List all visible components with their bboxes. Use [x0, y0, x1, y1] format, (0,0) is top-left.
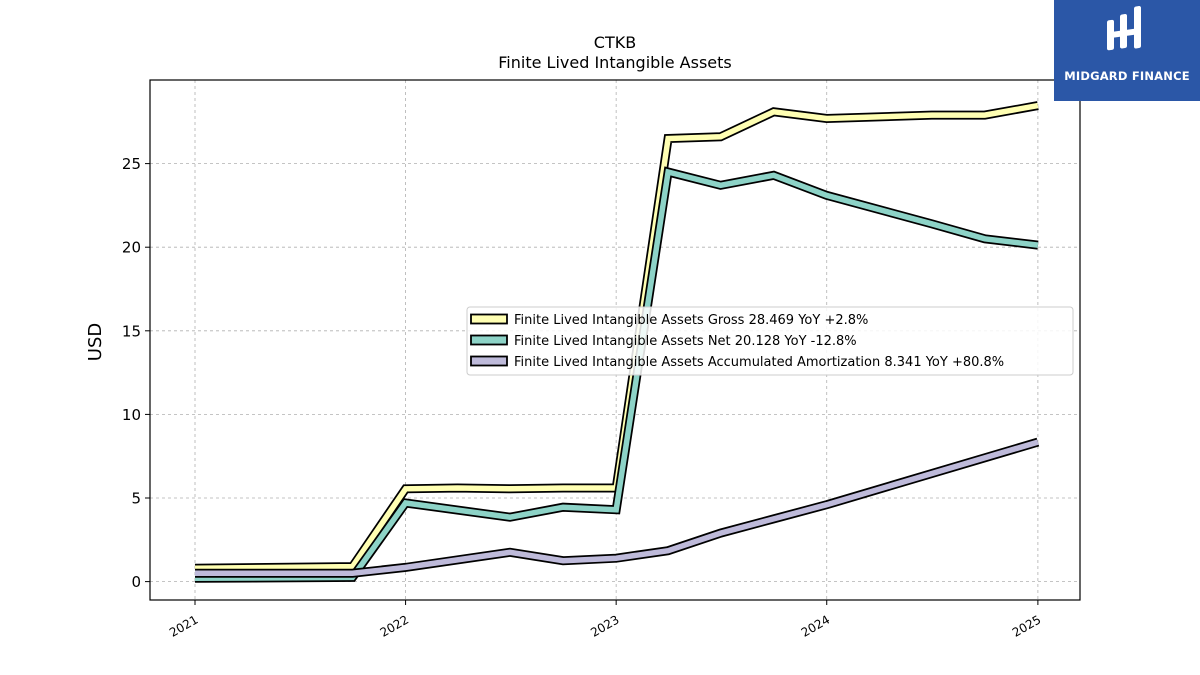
logo-text: MIDGARD FINANCE — [1064, 69, 1190, 83]
x-tick-label: 2022 — [378, 612, 411, 639]
y-tick-label: 0 — [131, 573, 141, 591]
x-tick-label: 2025 — [1010, 612, 1043, 639]
legend-swatch — [470, 355, 508, 367]
x-tick-label: 2023 — [588, 612, 621, 639]
y-tick-label: 10 — [122, 406, 141, 424]
logo-mark-icon — [1107, 6, 1141, 51]
chart-subtitle: Finite Lived Intangible Assets — [498, 53, 731, 72]
brand-logo: MIDGARD FINANCE — [1054, 0, 1200, 101]
legend-swatch — [470, 313, 508, 325]
y-tick-label: 25 — [122, 155, 141, 173]
chart-title: CTKB — [594, 33, 636, 52]
y-axis-label: USD — [85, 323, 106, 361]
series-line-3 — [195, 439, 1039, 576]
y-tick-label: 15 — [122, 322, 141, 340]
y-tick-label: 20 — [122, 239, 141, 257]
legend-swatch — [470, 334, 508, 346]
x-tick-label: 2021 — [167, 612, 200, 639]
x-tick-label: 2024 — [799, 612, 832, 639]
legend: Finite Lived Intangible Assets Gross 28.… — [466, 306, 1074, 376]
plot-frame — [149, 79, 1081, 601]
y-axis: 0 5 10 15 20 25 — [122, 155, 150, 591]
legend-box — [466, 306, 1074, 376]
y-tick-label: 5 — [131, 490, 141, 508]
legend-label: Finite Lived Intangible Assets Accumulat… — [514, 355, 1004, 370]
series-line-2 — [194, 168, 1039, 582]
series-group — [194, 101, 1040, 583]
x-axis: 2021 2022 2023 2024 2025 — [167, 600, 1043, 640]
legend-label: Finite Lived Intangible Assets Gross 28.… — [514, 313, 868, 328]
legend-label: Finite Lived Intangible Assets Net 20.12… — [514, 334, 857, 349]
